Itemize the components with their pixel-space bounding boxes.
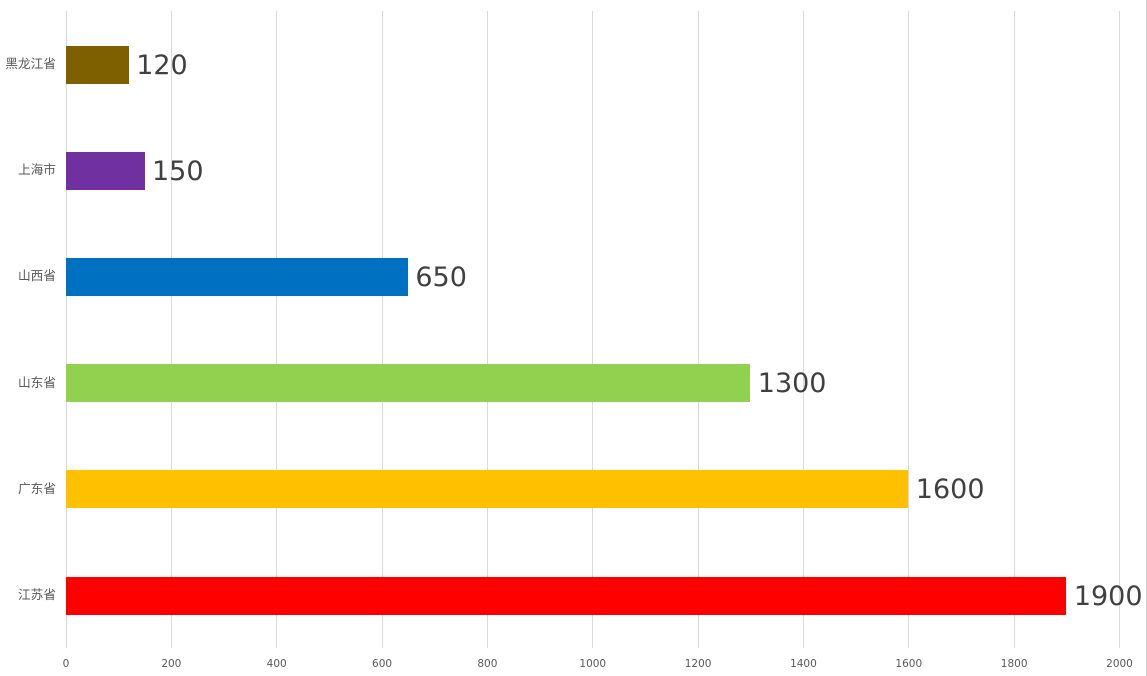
gridline [170,10,172,648]
x-tick-label: 2000 [1106,658,1133,670]
category-label: 广东省 [17,481,56,496]
value-label: 650 [415,262,467,294]
x-tick-label: 1200 [684,658,712,670]
x-tick-label: 600 [372,658,393,670]
bar [65,364,751,403]
bar [65,258,408,297]
gridline [1013,10,1015,648]
gridline [908,10,910,648]
value-label: 1600 [915,474,985,506]
gridline [802,10,804,648]
x-tick-label: 200 [161,658,182,670]
bar [65,152,145,190]
category-label: 黑龙江省 [5,57,56,72]
gridline [1119,10,1120,648]
gridline [381,10,383,648]
category-label: 上海市 [17,163,56,178]
x-tick-label: 1800 [1000,658,1028,670]
gridline [486,10,488,648]
x-tick-label: 1400 [790,658,817,670]
category-label: 山东省 [17,375,56,390]
x-tick-label: 800 [477,658,498,670]
bar [65,45,129,84]
gridline [592,10,594,648]
value-label: 1300 [757,368,827,400]
gridline [65,10,67,648]
bar [65,576,1067,615]
gridline [697,10,699,648]
x-tick-label: 0 [62,658,70,670]
value-label: 150 [152,156,204,187]
category-label: 山西省 [17,269,56,284]
value-label: 120 [136,49,188,81]
x-tick-label: 1000 [579,658,607,670]
x-tick-label: 400 [266,658,287,670]
bar [65,470,909,509]
x-tick-label: 1600 [895,658,923,670]
value-label: 1900 [1073,580,1143,612]
category-label: 江苏省 [17,587,56,602]
gridline [276,10,278,648]
chart-right-border [1145,0,1147,676]
